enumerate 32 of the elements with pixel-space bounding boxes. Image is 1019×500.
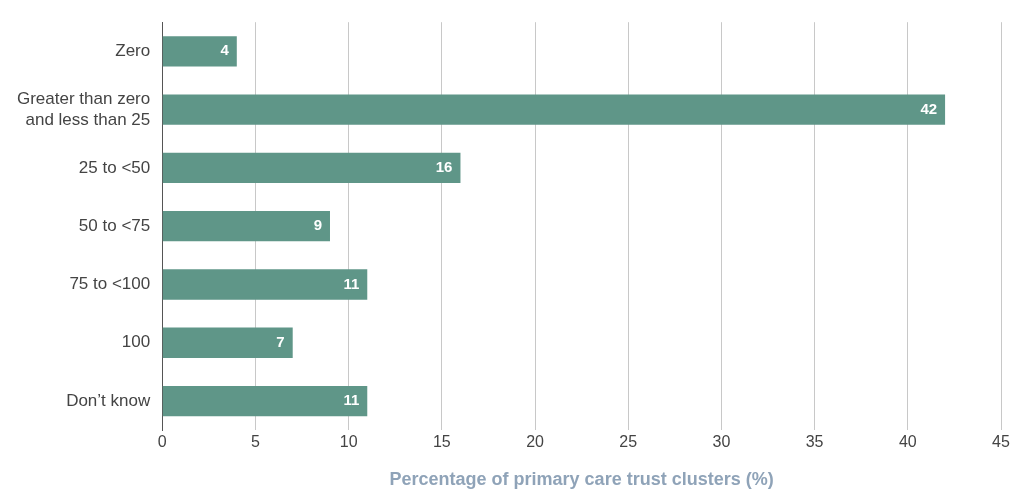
data-label: 7 [276,332,285,350]
y-tick-label: Greater than zero and less than 25 [16,89,151,129]
y-tick-label: 100 [121,332,151,352]
x-tick-label: 30 [712,433,731,451]
y-tick-label: 25 to <50 [78,157,151,177]
x-tick-label: 10 [339,433,358,451]
x-tick-label: 0 [157,433,167,451]
x-axis-title: Percentage of primary care trust clusters (%) [389,469,774,490]
bar [162,385,368,417]
y-tick-label: Zero [115,41,151,61]
y-tick-label: Don’t know [66,390,151,410]
x-tick-label: 20 [526,433,545,451]
x-tick-label: 15 [432,433,451,451]
data-label: 42 [920,99,938,117]
data-label: 9 [313,216,322,234]
bar [162,269,368,300]
data-label: 11 [343,274,360,292]
y-tick-label: 50 to <75 [78,215,151,235]
data-label: 16 [435,158,453,176]
y-tick-label: 75 to <100 [69,274,151,294]
x-tick-label: 35 [805,433,824,451]
x-tick-label: 5 [250,433,260,451]
bar [162,211,330,242]
bar [162,152,461,184]
bar [162,94,946,125]
data-label: 11 [343,391,360,409]
x-tick-label: 25 [619,433,638,451]
x-tick-label: 45 [992,433,1010,451]
data-label: 4 [220,41,230,59]
x-tick-label: 40 [898,433,917,451]
bar [162,327,293,358]
bar [162,36,237,67]
